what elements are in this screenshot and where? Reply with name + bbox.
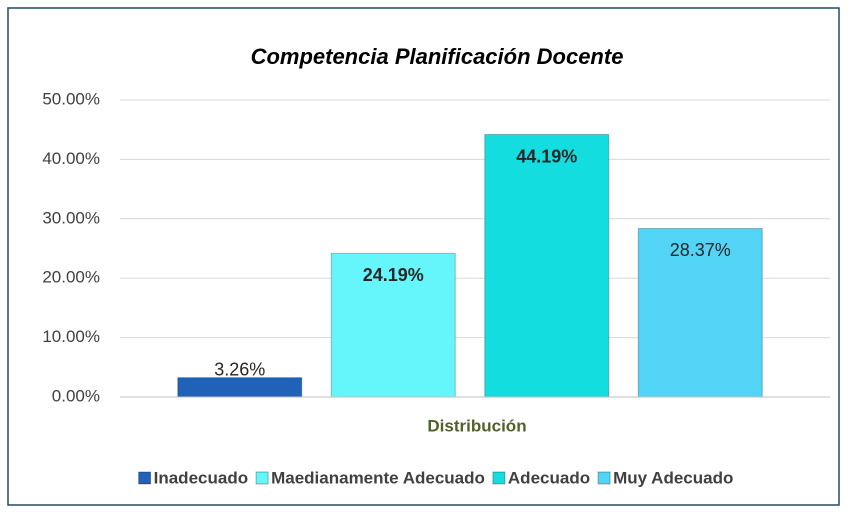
bar: [177, 377, 303, 398]
value-label: 24.19%: [363, 265, 424, 285]
bar: [637, 227, 763, 398]
x-tick-label: Distribución: [427, 416, 526, 435]
legend-swatch: [255, 471, 269, 485]
value-label: 3.26%: [214, 359, 265, 379]
legend-swatch: [138, 471, 152, 485]
legend-label: Adecuado: [508, 468, 590, 487]
y-tick-label: 50.00%: [42, 89, 100, 108]
y-tick-label: 20.00%: [42, 268, 100, 287]
legend-swatch: [492, 471, 506, 485]
legend-label: Muy Adecuado: [613, 468, 733, 487]
value-label: 44.19%: [516, 146, 577, 166]
value-label: 28.37%: [670, 240, 731, 260]
bar: [330, 252, 456, 398]
y-tick-label: 30.00%: [42, 208, 100, 227]
legend-label: Inadecuado: [154, 468, 248, 487]
legend-swatch: [597, 471, 611, 485]
y-tick-label: 10.00%: [42, 327, 100, 346]
y-tick-label: 0.00%: [52, 386, 100, 405]
chart-title: Competencia Planificación Docente: [251, 44, 624, 69]
y-tick-label: 40.00%: [42, 149, 100, 168]
bar: [484, 134, 610, 398]
legend-label: Maedianamente Adecuado: [271, 468, 485, 487]
